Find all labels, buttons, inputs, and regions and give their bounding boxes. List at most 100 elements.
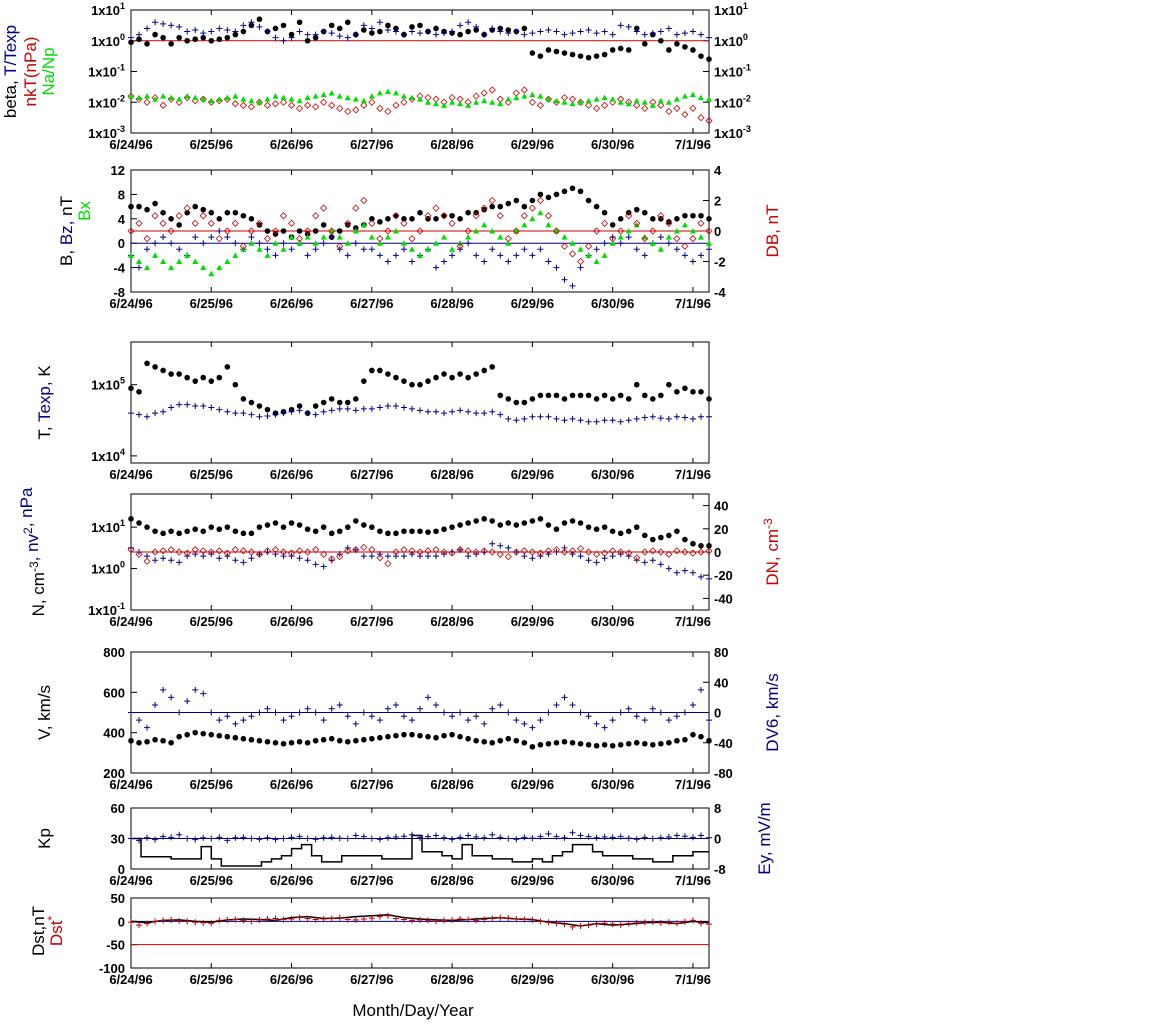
data-point (505, 709, 512, 716)
x-tick-label: 6/28/96 (430, 873, 473, 888)
data-point (312, 561, 319, 568)
data-point (287, 101, 296, 109)
data-point (368, 98, 376, 106)
data-point (552, 98, 561, 106)
data-point (513, 28, 520, 35)
data-point (336, 33, 343, 40)
data-point (280, 22, 287, 29)
data-point (657, 97, 664, 104)
data-point (537, 741, 544, 748)
data-point (215, 235, 223, 243)
data-point (296, 522, 303, 528)
data-point (641, 41, 648, 47)
y2-tick-label: 0 (714, 706, 721, 721)
data-point (176, 831, 183, 838)
data-point (385, 530, 391, 537)
data-point (425, 529, 431, 535)
data-point (481, 916, 488, 923)
data-point (593, 418, 600, 425)
data-point (553, 392, 560, 399)
data-point (625, 396, 632, 402)
data-point (312, 228, 319, 234)
data-point (585, 242, 593, 250)
data-point (609, 96, 616, 102)
data-point (369, 524, 375, 530)
data-point (593, 396, 600, 402)
data-point (633, 713, 640, 720)
data-point (456, 546, 464, 554)
data-point (673, 547, 681, 555)
data-point (255, 98, 264, 106)
data-point (328, 735, 335, 742)
data-point (657, 709, 664, 716)
data-point (393, 374, 399, 381)
data-point (481, 516, 488, 522)
data-point (593, 742, 600, 749)
data-point (705, 547, 713, 555)
data-point (633, 221, 640, 228)
data-point (697, 832, 704, 839)
data-point (384, 834, 391, 841)
data-point (151, 548, 159, 556)
data-point (569, 829, 576, 836)
data-point (264, 413, 271, 420)
data-point (698, 389, 704, 395)
data-point (344, 107, 352, 116)
data-point (320, 234, 327, 240)
x-tick-label: 6/24/96 (109, 777, 152, 792)
data-point (264, 252, 271, 258)
data-point (561, 520, 568, 526)
data-point (344, 524, 351, 530)
data-point (368, 405, 375, 412)
data-point (521, 31, 528, 38)
data-point (521, 93, 528, 99)
data-point (585, 418, 592, 425)
data-point (706, 96, 712, 102)
y2-tick-label: 1x10-2 (714, 93, 751, 110)
data-point (224, 408, 231, 415)
data-point (143, 557, 151, 565)
data-point (432, 204, 440, 212)
data-point (136, 389, 142, 395)
data-point (280, 246, 287, 252)
data-point (280, 240, 287, 247)
data-point (208, 731, 215, 738)
data-point (256, 551, 263, 558)
data-point (352, 916, 359, 923)
data-point (369, 30, 375, 36)
data-point (633, 739, 640, 746)
data-point (457, 407, 464, 414)
data-point (296, 709, 303, 716)
data-point (601, 920, 608, 927)
data-point (296, 19, 303, 26)
data-point (200, 240, 207, 247)
data-point (529, 91, 536, 98)
data-point (152, 836, 159, 843)
data-point (271, 546, 280, 554)
y2-tick-label: 0 (714, 224, 721, 239)
data-point (296, 240, 303, 246)
data-point (256, 99, 263, 105)
data-point (328, 555, 336, 563)
data-point (144, 206, 150, 213)
data-point (417, 732, 423, 739)
data-point (617, 833, 624, 840)
data-point (312, 709, 319, 716)
y2-axis-title: DV6, km/s (763, 673, 782, 751)
data-point (144, 724, 151, 731)
y2-tick-label: 1x100 (714, 32, 748, 49)
data-point (473, 371, 479, 377)
data-point (184, 528, 190, 535)
data-point (568, 250, 577, 258)
data-point (497, 234, 504, 240)
y-tick-label: 600 (103, 685, 125, 700)
data-point (505, 96, 512, 102)
data-point (240, 834, 247, 841)
data-point (384, 26, 391, 33)
data-point (673, 832, 680, 839)
data-point (690, 540, 696, 547)
data-point (280, 410, 287, 417)
x-tick-label: 6/26/96 (270, 296, 313, 311)
data-point (457, 709, 464, 716)
data-point (641, 31, 648, 38)
